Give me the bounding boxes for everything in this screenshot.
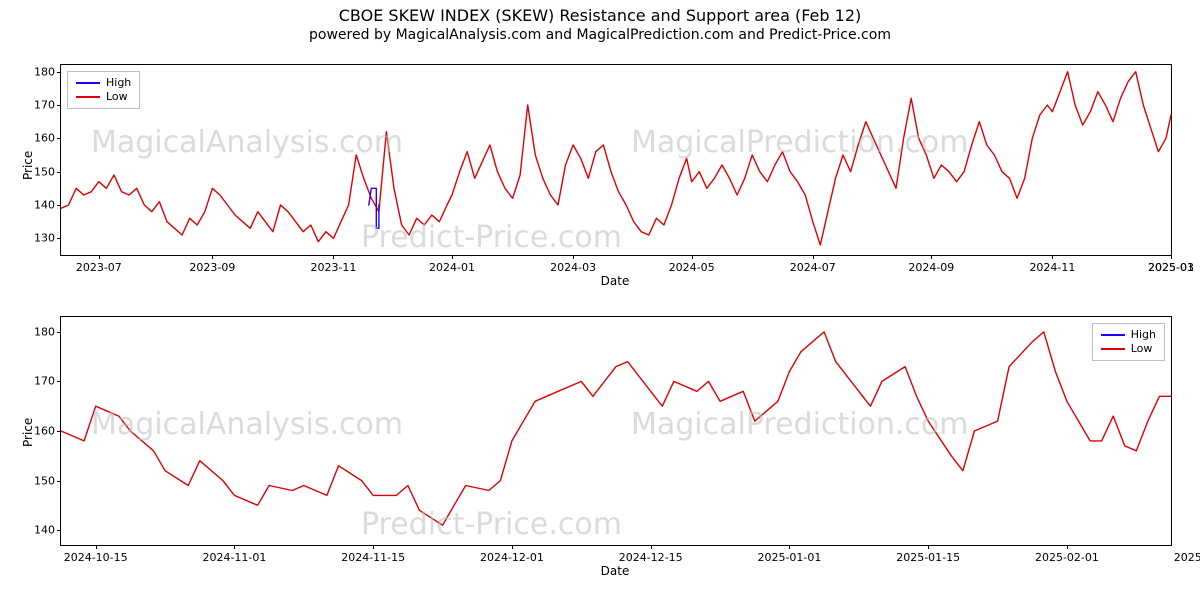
ytick-label: 140 xyxy=(34,199,61,212)
bottom-ylabel: Price xyxy=(21,418,35,447)
top-plot xyxy=(61,65,1171,255)
ytick-label: 130 xyxy=(34,232,61,245)
bottom-legend: High Low xyxy=(1092,323,1165,361)
legend-line-high xyxy=(76,82,100,84)
bottom-xlabel: Date xyxy=(60,564,1170,578)
top-panel: Price High Low MagicalAnalysis.com Magic… xyxy=(60,64,1172,256)
top-legend: High Low xyxy=(67,71,140,109)
xtick-label: 2023-07 xyxy=(76,255,122,274)
legend-item-low-b: Low xyxy=(1101,342,1156,356)
xtick-label: 2024-03 xyxy=(550,255,596,274)
ytick-label: 170 xyxy=(34,99,61,112)
xtick-label: 2024-12-01 xyxy=(480,545,544,564)
ytick-label: 150 xyxy=(34,165,61,178)
legend-line-low-b xyxy=(1101,348,1125,350)
bottom-plot xyxy=(61,317,1171,545)
top-xlabel: Date xyxy=(60,274,1170,288)
xtick-label: 2024-12-15 xyxy=(619,545,683,564)
xtick-label: 2023-11 xyxy=(310,255,356,274)
figure: CBOE SKEW INDEX (SKEW) Resistance and Su… xyxy=(0,6,1200,606)
legend-item-high: High xyxy=(76,76,131,90)
xtick-label: 2025-02-15 xyxy=(1174,545,1200,564)
legend-label-high: High xyxy=(106,76,131,90)
legend-label-high-b: High xyxy=(1131,328,1156,342)
xtick-label: 2024-05 xyxy=(669,255,715,274)
top-ylabel: Price xyxy=(21,151,35,180)
xtick-label: 2024-07 xyxy=(790,255,836,274)
bottom-panel: Price High Low MagicalAnalysis.com Magic… xyxy=(60,316,1172,546)
xtick-label: 2024-10-15 xyxy=(64,545,128,564)
xtick-label: 2024-11-15 xyxy=(341,545,405,564)
legend-item-low: Low xyxy=(76,90,131,104)
xtick-label: 2023-09 xyxy=(189,255,235,274)
legend-label-low-b: Low xyxy=(1131,342,1153,356)
legend-line-high-b xyxy=(1101,334,1125,336)
xtick-label: 2025-02-01 xyxy=(1035,545,1099,564)
chart-title: CBOE SKEW INDEX (SKEW) Resistance and Su… xyxy=(0,6,1200,25)
ytick-label: 170 xyxy=(34,375,61,388)
xtick-label: 2025-01-01 xyxy=(757,545,821,564)
xtick-label: 2024-11 xyxy=(1029,255,1075,274)
xtick-label: 2024-11-01 xyxy=(202,545,266,564)
legend-line-low xyxy=(76,96,100,98)
xtick-label: 2025-01-15 xyxy=(896,545,960,564)
legend-label-low: Low xyxy=(106,90,128,104)
ytick-label: 180 xyxy=(34,65,61,78)
legend-item-high-b: High xyxy=(1101,328,1156,342)
xtick-label: 2024-09 xyxy=(908,255,954,274)
xtick-label: 2024-01 xyxy=(429,255,475,274)
ytick-label: 160 xyxy=(34,425,61,438)
ytick-label: 150 xyxy=(34,474,61,487)
chart-subtitle: powered by MagicalAnalysis.com and Magic… xyxy=(0,27,1200,43)
xtick-label: 2025-03 xyxy=(1148,255,1194,274)
ytick-label: 140 xyxy=(34,524,61,537)
ytick-label: 160 xyxy=(34,132,61,145)
ytick-label: 180 xyxy=(34,325,61,338)
